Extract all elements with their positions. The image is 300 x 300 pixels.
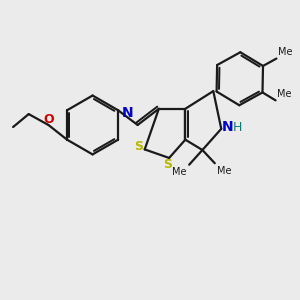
Text: Me: Me <box>278 47 292 57</box>
Text: N: N <box>122 106 134 120</box>
Text: Me: Me <box>277 89 291 99</box>
Text: H: H <box>233 121 242 134</box>
Text: Me: Me <box>217 166 232 176</box>
Text: S: S <box>134 140 143 153</box>
Text: S: S <box>163 158 172 171</box>
Text: Me: Me <box>172 167 187 177</box>
Text: N: N <box>221 120 233 134</box>
Text: O: O <box>43 113 54 126</box>
